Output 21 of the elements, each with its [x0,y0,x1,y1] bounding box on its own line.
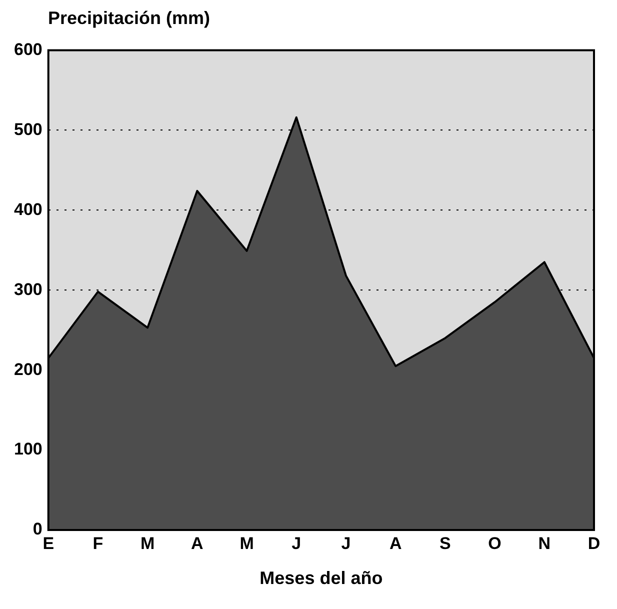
x-axis-title: Meses del año [260,568,383,588]
x-tick-label: S [440,534,451,553]
y-tick-label: 600 [14,40,42,59]
x-tick-label: E [42,534,54,553]
y-tick-label: 300 [14,280,42,299]
y-tick-label: 200 [14,360,42,379]
x-tick-label: F [92,534,104,553]
y-tick-label: 100 [14,440,42,459]
y-tick-label: 500 [14,120,42,139]
y-tick-label: 400 [14,200,42,219]
x-tick-label: O [488,534,502,553]
y-tick-label: 0 [32,520,42,539]
x-tick-label: M [140,534,155,553]
x-tick-label: A [191,534,204,553]
x-tick-label: J [292,534,302,553]
x-tick-label: D [588,534,600,553]
x-tick-label: J [341,534,351,553]
x-tick-label: A [389,534,402,553]
y-axis-title: Precipitación (mm) [48,8,212,30]
x-tick-label: N [538,534,551,553]
x-tick-label: M [240,534,254,553]
